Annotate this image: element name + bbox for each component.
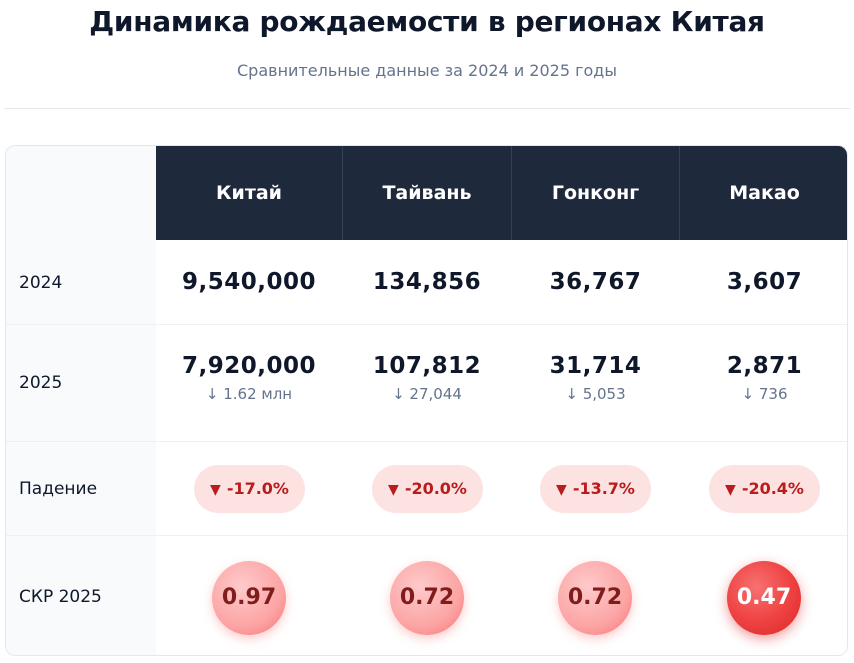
cell-2025-hongkong: 31,714 ↓ 5,053 [512, 353, 679, 403]
page-header: Динамика рождаемости в регионах Китая Ср… [0, 0, 854, 110]
down-triangle-icon: ▼ [556, 482, 567, 498]
table-header-row [156, 146, 847, 240]
value-2025: 2,871 [726, 353, 803, 379]
tfr-hongkong: 0.72 [558, 561, 632, 635]
column-separator [679, 146, 680, 240]
column-separator [342, 146, 343, 240]
row-label-decline: Падение [19, 479, 98, 499]
decline-value: -20.4% [741, 479, 804, 498]
change-2025: ↓ 5,053 [565, 385, 626, 403]
decline-badge-china: ▼ -17.0% [194, 465, 305, 513]
decline-badge-taiwan: ▼ -20.0% [372, 465, 483, 513]
cell-2024-macao: 3,607 [726, 269, 803, 295]
births-table: Китай Тайвань Гонконг Макао 2024 2025 Па… [5, 145, 848, 656]
decline-badge-hongkong: ▼ -13.7% [540, 465, 651, 513]
row-label-tfr: СКР 2025 [19, 587, 102, 607]
down-triangle-icon: ▼ [388, 482, 399, 498]
decline-value: -20.0% [404, 479, 467, 498]
cell-2025-china: 7,920,000 ↓ 1.62 млн [156, 353, 342, 403]
value-2025: 7,920,000 [182, 353, 316, 379]
value-2025: 31,714 [549, 353, 642, 379]
row-label-2025: 2025 [19, 373, 63, 393]
down-triangle-icon: ▼ [210, 482, 221, 498]
cell-2024-taiwan: 134,856 [372, 269, 482, 295]
column-header-macao: Макао [729, 182, 800, 204]
down-triangle-icon: ▼ [725, 482, 736, 498]
cell-2025-taiwan: 107,812 ↓ 27,044 [343, 353, 511, 403]
decline-value: -13.7% [572, 479, 635, 498]
cell-2025-macao: 2,871 ↓ 736 [680, 353, 847, 403]
column-separator [511, 146, 512, 240]
column-header-china: Китай [216, 182, 282, 204]
column-header-hongkong: Гонконг [551, 182, 640, 204]
row-label-column [6, 240, 156, 655]
tfr-china: 0.97 [212, 561, 286, 635]
row-separator [6, 535, 847, 536]
tfr-taiwan: 0.72 [390, 561, 464, 635]
row-separator [6, 441, 847, 442]
row-separator [6, 324, 847, 325]
decline-value: -17.0% [226, 479, 289, 498]
page-subtitle: Сравнительные данные за 2024 и 2025 годы [237, 61, 617, 80]
cell-2024-china: 9,540,000 [182, 269, 316, 295]
column-header-taiwan: Тайвань [382, 182, 472, 204]
cell-2024-hongkong: 36,767 [549, 269, 642, 295]
page-title: Динамика рождаемости в регионах Китая [89, 5, 765, 38]
change-2025: ↓ 27,044 [392, 385, 462, 403]
change-2025: ↓ 736 [741, 385, 788, 403]
table-corner [6, 146, 156, 240]
header-divider [4, 108, 850, 109]
decline-badge-macao: ▼ -20.4% [709, 465, 820, 513]
change-2025: ↓ 1.62 млн [205, 385, 293, 403]
tfr-macao: 0.47 [727, 561, 801, 635]
value-2025: 107,812 [372, 353, 482, 379]
row-label-2024: 2024 [19, 273, 63, 293]
